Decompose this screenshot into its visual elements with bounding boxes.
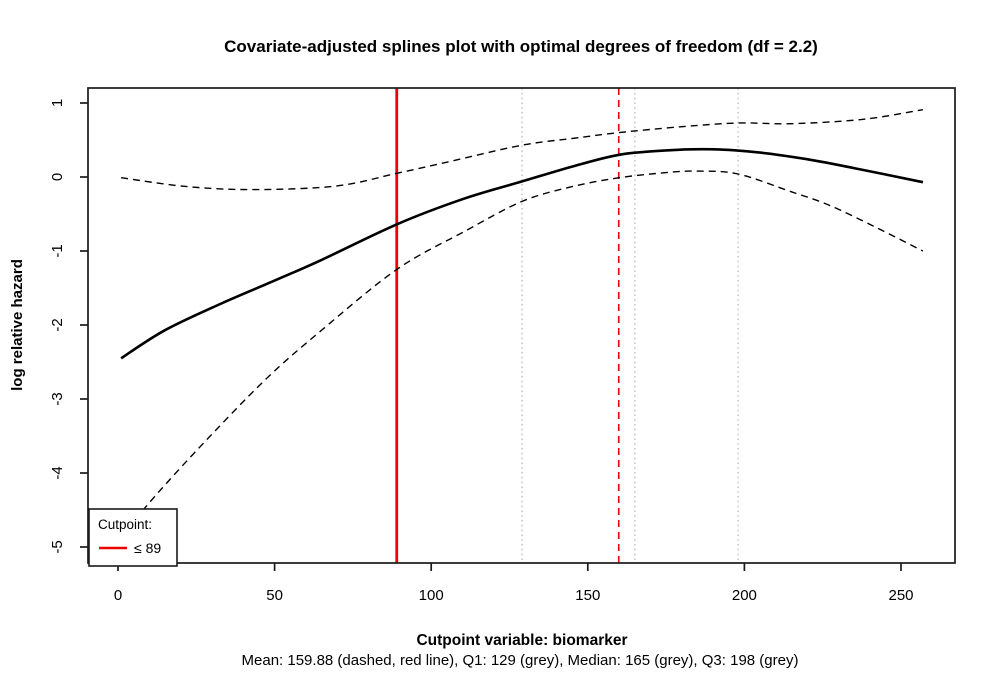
legend-box: Cutpoint: ≤ 89	[88, 508, 178, 567]
y-tick-label--4: -4	[49, 466, 66, 479]
spline-fit-curve	[120, 147, 924, 360]
y-tick-label-0: 0	[49, 173, 66, 181]
legend-title: Cutpoint:	[98, 517, 152, 532]
y-tick-label-1: 1	[49, 99, 66, 107]
legend-item-label: ≤ 89	[134, 540, 161, 556]
y-tick-label--2: -2	[49, 318, 66, 331]
x-tick-label-200: 200	[732, 587, 757, 604]
y-tick-label--5: -5	[49, 540, 66, 553]
x-tick-label-0: 0	[114, 587, 122, 604]
x-axis-subtitle: Mean: 159.88 (dashed, red line), Q1: 129…	[242, 652, 799, 669]
x-axis-label: Cutpoint variable: biomarker	[416, 632, 627, 649]
reference-lines-group	[395, 88, 739, 563]
chart-title: Covariate-adjusted splines plot with opt…	[224, 37, 818, 56]
x-tick-label-150: 150	[575, 587, 600, 604]
upper-confidence-band-curve	[121, 109, 924, 191]
axis-ticks-group: 0 50 100 150 200 250 1 0 -1 -2 -3 -4 -5	[49, 99, 914, 604]
y-tick-label--3: -3	[49, 392, 66, 405]
x-tick-label-250: 250	[888, 587, 913, 604]
y-axis-label: log relative hazard	[9, 259, 26, 391]
y-tick-label--1: -1	[49, 244, 66, 257]
curves-group	[120, 109, 924, 541]
x-tick-label-100: 100	[419, 587, 444, 604]
lower-confidence-band-curve	[120, 170, 924, 541]
legend-frame	[88, 508, 178, 567]
x-tick-label-50: 50	[266, 587, 283, 604]
